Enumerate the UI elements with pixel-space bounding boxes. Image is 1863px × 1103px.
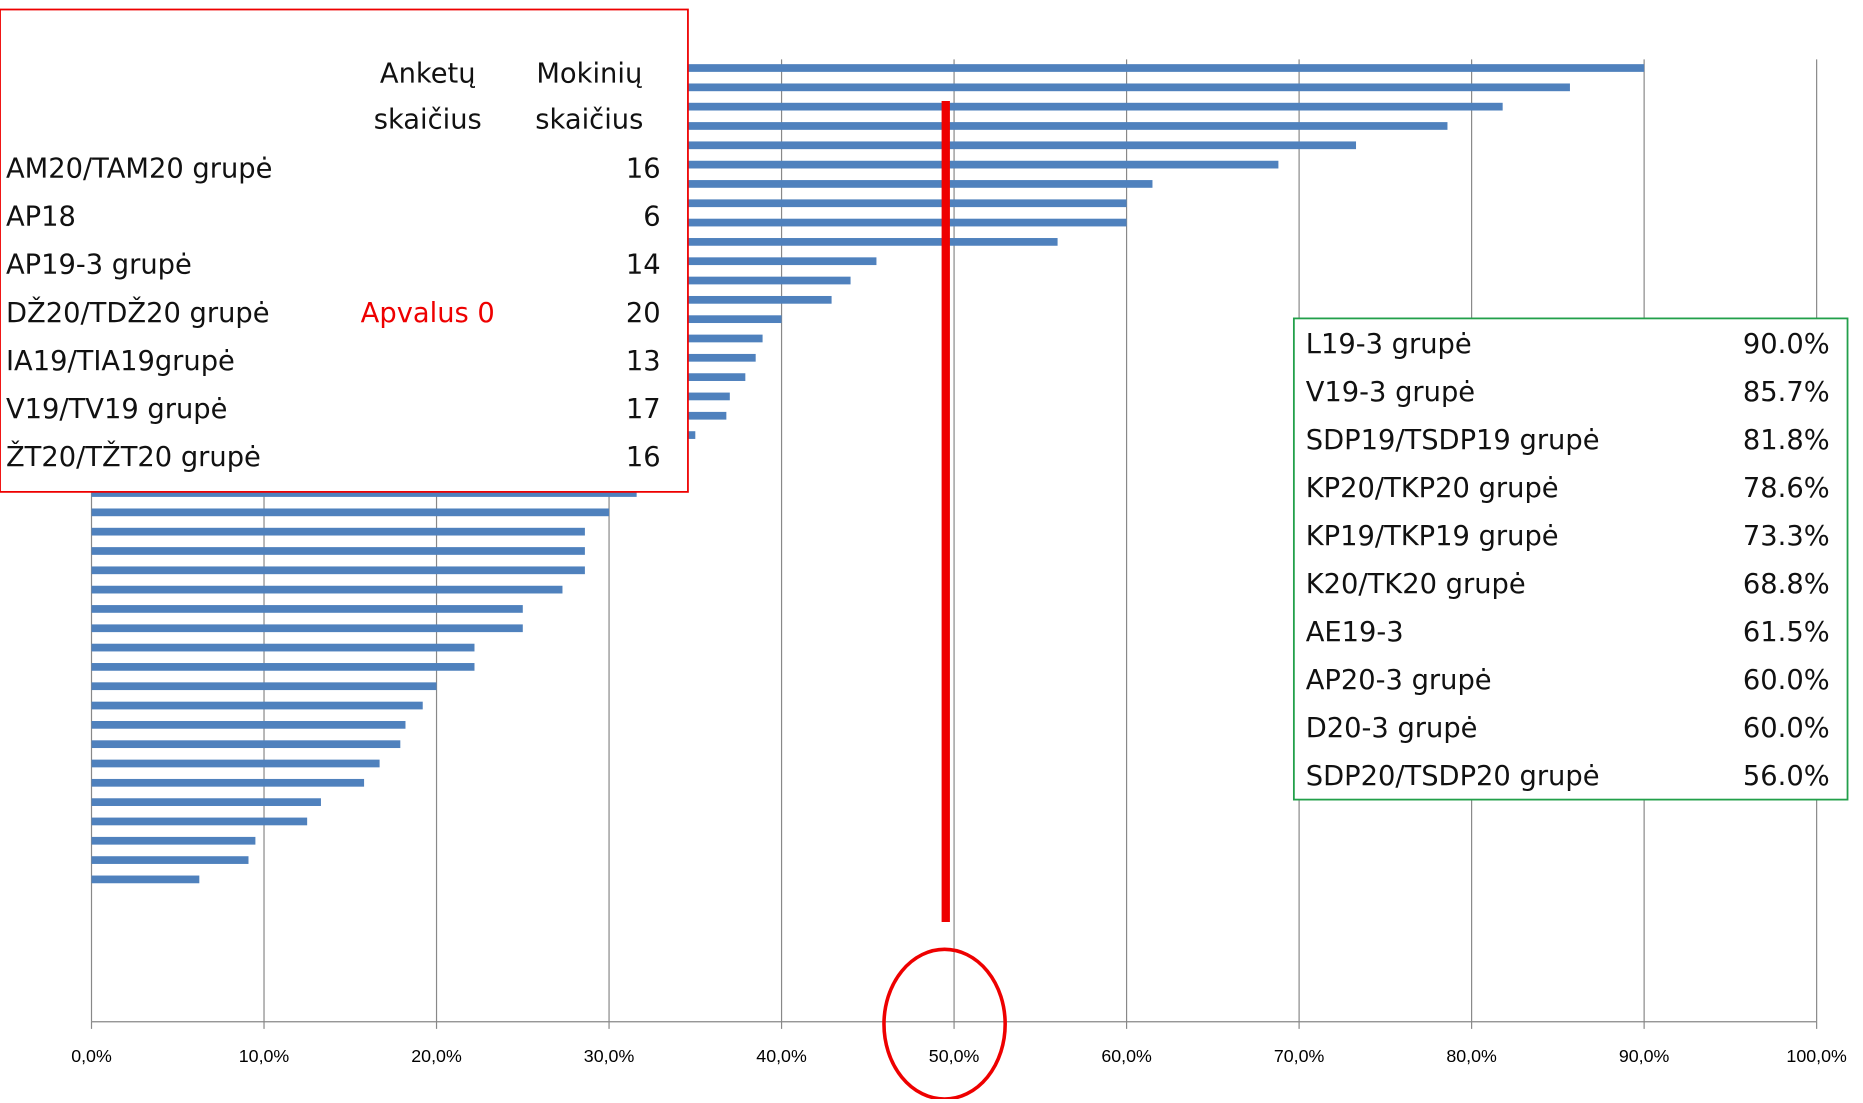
group-name: AP18 — [6, 202, 76, 233]
group-name: K20/TK20 grupė — [1306, 569, 1526, 600]
student-count: 17 — [626, 394, 661, 425]
bar — [91, 64, 1645, 72]
bar — [91, 585, 563, 594]
group-name: L19-3 grupė — [1306, 329, 1472, 360]
bar — [91, 102, 1503, 111]
table-header: skaičius — [535, 105, 643, 136]
x-tick-label: 100,0% — [1786, 1046, 1847, 1066]
percent: 60.0% — [1743, 665, 1830, 696]
bar — [91, 489, 637, 497]
bar — [91, 778, 365, 787]
group-name: IA19/TIA19grupė — [6, 346, 235, 377]
group-name: DŽ20/TDŽ20 grupė — [6, 297, 270, 329]
group-name: AE19-3 — [1306, 617, 1404, 648]
group-name: AP20-3 grupė — [1306, 665, 1492, 696]
student-count: 16 — [626, 153, 661, 184]
group-name: KP19/TKP19 grupė — [1306, 521, 1559, 552]
percent: 73.3% — [1743, 521, 1830, 552]
bar — [91, 856, 249, 864]
percent: 60.0% — [1743, 713, 1830, 744]
student-count: 14 — [626, 250, 661, 281]
bar — [91, 740, 401, 749]
student-count: 16 — [626, 442, 661, 473]
red-table-box — [0, 8, 689, 493]
x-tick-label: 0,0% — [71, 1046, 112, 1066]
x-tick-label: 30,0% — [584, 1046, 635, 1066]
bar — [91, 798, 321, 806]
x-tick-label: 20,0% — [411, 1046, 462, 1066]
bar — [91, 527, 585, 536]
bar — [91, 566, 585, 575]
bar — [91, 508, 610, 517]
group-name: SDP20/TSDP20 grupė — [1306, 761, 1600, 792]
green-table-box — [1292, 317, 1849, 801]
bar — [91, 759, 380, 768]
student-count: 20 — [626, 298, 661, 329]
student-count: 13 — [626, 346, 661, 377]
percent: 61.5% — [1743, 617, 1830, 648]
group-name: AP19-3 grupė — [6, 250, 192, 281]
note: Apvalus 0 — [361, 298, 495, 329]
bar — [91, 83, 1570, 92]
x-tick-label: 80,0% — [1446, 1046, 1497, 1066]
x-tick-label: 40,0% — [756, 1046, 807, 1066]
group-name: V19-3 grupė — [1306, 377, 1475, 408]
bar — [91, 701, 423, 710]
red-circle — [882, 947, 1007, 1101]
bar — [91, 605, 523, 613]
x-tick-label: 50,0% — [929, 1046, 980, 1066]
percent: 78.6% — [1743, 473, 1830, 504]
bar — [91, 643, 475, 652]
bar — [91, 682, 437, 691]
bar — [91, 817, 308, 826]
group-name: SDP19/TSDP19 grupė — [1306, 425, 1600, 456]
group-name: AM20/TAM20 grupė — [6, 153, 272, 184]
percent: 81.8% — [1743, 425, 1830, 456]
bar — [91, 836, 256, 845]
group-name: V19/TV19 grupė — [6, 394, 227, 425]
bar — [91, 720, 406, 729]
bar — [91, 875, 200, 884]
percent: 85.7% — [1743, 377, 1830, 408]
group-name: KP20/TKP20 grupė — [1306, 473, 1559, 504]
percent: 56.0% — [1743, 761, 1830, 792]
table-header: skaičius — [374, 105, 482, 136]
table-header: Anketų — [380, 58, 476, 89]
x-tick-label: 60,0% — [1101, 1046, 1152, 1066]
student-count: 6 — [643, 202, 660, 233]
x-tick-label: 90,0% — [1619, 1046, 1670, 1066]
table-header: Mokinių — [536, 58, 642, 89]
percent: 68.8% — [1743, 569, 1830, 600]
bar — [91, 122, 1448, 130]
x-tick-label: 10,0% — [239, 1046, 290, 1066]
x-tick-label: 70,0% — [1274, 1046, 1325, 1066]
bar — [91, 624, 523, 633]
percent: 90.0% — [1743, 329, 1830, 360]
bar — [91, 141, 1357, 150]
group-name: ŽT20/TŽT20 grupė — [6, 441, 261, 473]
group-name: D20-3 grupė — [1306, 713, 1478, 744]
bar — [91, 547, 585, 555]
bar — [91, 663, 475, 671]
